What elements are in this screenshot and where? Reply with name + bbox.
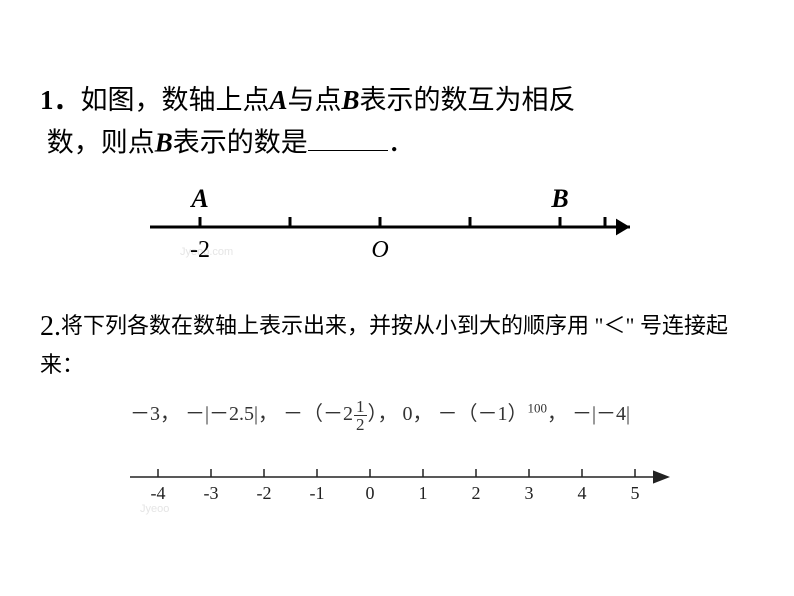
svg-text:3: 3 [525, 483, 534, 503]
number-line-diagram-2: Jyeoo-4 -3 -2 -1 0 1 2 3 4 5 [120, 447, 754, 532]
question-1-text: 1．如图，数轴上点A与点B表示的数互为相反 数，则点B表示的数是． [40, 80, 754, 163]
q1-number: 1． [40, 85, 81, 115]
q2-body: 将下列各数在数轴上表示出来，并按从小到大的顺序用 "＜" 号连接起来： [40, 313, 728, 377]
svg-text:-2: -2 [257, 483, 272, 503]
q1-t2: 与点 [288, 85, 342, 115]
svg-text:-2: -2 [190, 237, 210, 263]
svg-text:2: 2 [472, 483, 481, 503]
q1-t3: 表示的数互为相反 [360, 85, 576, 115]
svg-text:Jyeoo: Jyeoo [140, 503, 169, 515]
answer-blank [308, 121, 388, 152]
q2-number: 2. [40, 311, 61, 342]
v5sup: 100 [528, 400, 548, 415]
fraction-half: 12 [354, 398, 367, 433]
q1-B: B [342, 85, 360, 115]
question-2-text: 2.将下列各数在数轴上表示出来，并按从小到大的顺序用 "＜" 号连接起来： [40, 306, 754, 381]
svg-text:-3: -3 [204, 483, 219, 503]
q1-B2: B [155, 127, 173, 157]
v4: 0 [403, 403, 413, 425]
q1-period: ． [388, 127, 415, 157]
svg-text:5: 5 [631, 483, 640, 503]
svg-text:-4: -4 [151, 483, 166, 503]
q1-t4: 数，则点 [47, 127, 155, 157]
q1-t1: 如图，数轴上点 [81, 85, 270, 115]
svg-text:A: A [189, 184, 208, 213]
svg-text:-1: -1 [310, 483, 325, 503]
q1-t5: 表示的数是 [173, 127, 308, 157]
v3a: －（－2 [283, 403, 353, 425]
svg-text:4: 4 [578, 483, 587, 503]
svg-text:0: 0 [366, 483, 375, 503]
question-2-values: －3， －|－2.5|， －（－212）， 0， －（－1）100， －|－4| [130, 397, 754, 433]
v5a: －（－1） [438, 403, 528, 425]
v1: －3 [130, 403, 160, 425]
svg-text:1: 1 [419, 483, 428, 503]
svg-text:O: O [371, 237, 388, 263]
v2: －|－2.5| [185, 403, 258, 425]
number-line-diagram-1: Jyeoo.comAB-2O [130, 177, 754, 282]
v3b: ） [368, 403, 378, 425]
v6: －|－4| [572, 403, 630, 425]
q1-A: A [270, 85, 288, 115]
svg-text:B: B [550, 184, 568, 213]
